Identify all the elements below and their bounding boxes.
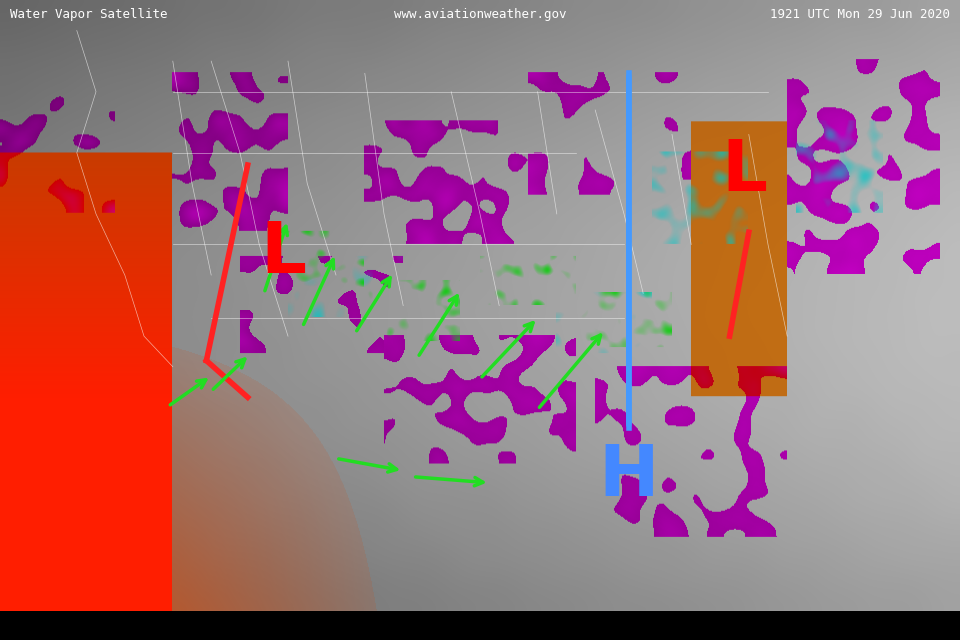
Text: L: L — [260, 219, 306, 288]
Text: L: L — [721, 136, 767, 205]
Text: www.aviationweather.gov: www.aviationweather.gov — [394, 8, 566, 21]
Text: 1921 UTC Mon 29 Jun 2020: 1921 UTC Mon 29 Jun 2020 — [770, 8, 950, 21]
Text: Water Vapor Satellite: Water Vapor Satellite — [10, 8, 167, 21]
Text: H: H — [598, 442, 660, 511]
